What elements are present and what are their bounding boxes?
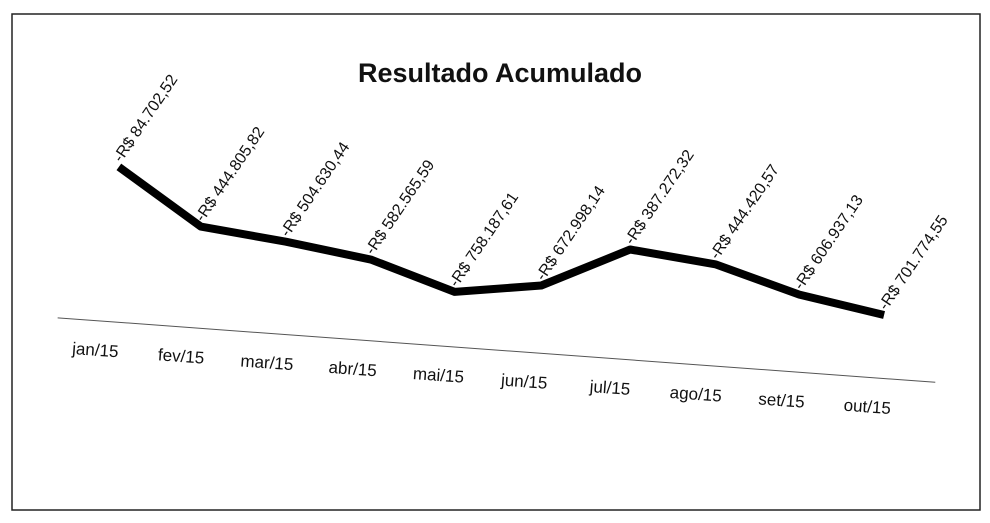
- x-tick-label: fev/15: [157, 345, 205, 367]
- x-tick-label: jul/15: [588, 377, 631, 399]
- x-axis-line: [57, 317, 936, 383]
- chart-frame: [11, 13, 981, 511]
- x-tick-label: out/15: [843, 396, 892, 418]
- x-tick-label: abr/15: [328, 358, 377, 380]
- x-tick-label: ago/15: [669, 383, 722, 406]
- x-tick-label: set/15: [758, 389, 806, 411]
- x-tick-label: jun/15: [499, 370, 548, 392]
- chart-title: Resultado Acumulado: [358, 58, 642, 88]
- x-tick-label: jan/15: [71, 339, 120, 361]
- data-line: [116, 163, 886, 319]
- x-tick-label: mai/15: [412, 364, 464, 387]
- x-tick-label: mar/15: [240, 351, 294, 374]
